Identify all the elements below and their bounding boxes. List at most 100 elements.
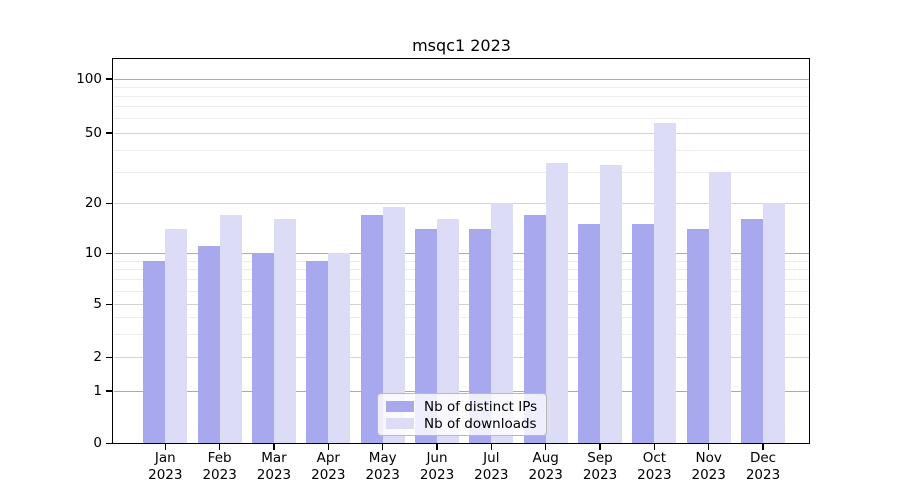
y-tick-mark [106, 132, 112, 134]
x-label-year: 2023 [311, 466, 346, 483]
x-tick-mark [327, 444, 329, 450]
x-label-year: 2023 [419, 466, 455, 483]
x-label-may: May 2023 [348, 450, 418, 483]
gridline-decade [114, 78, 809, 80]
x-label-month: Sep [587, 450, 613, 466]
bar-downloads-jan [165, 229, 188, 444]
y-tick-label: 2 [93, 349, 102, 365]
x-tick-mark [382, 444, 384, 450]
x-label-month: Oct [642, 450, 667, 466]
bar-distinct-ips-nov [686, 229, 709, 444]
y-tick-mark [106, 442, 112, 445]
x-label-oct: Oct 2023 [619, 450, 689, 483]
bar-distinct-ips-dec [741, 219, 764, 444]
x-label-month: Nov [695, 450, 722, 466]
gridline-minor [114, 118, 809, 120]
x-label-year: 2023 [691, 466, 726, 483]
gridline-minor [114, 106, 809, 108]
y-tick-mark [106, 252, 112, 254]
bar-downloads-sep [600, 164, 623, 444]
legend-swatch-downloads [386, 418, 414, 429]
x-tick-mark [653, 444, 655, 450]
gridline-major [114, 202, 809, 204]
legend-row-distinct-ips: Nb of distinct IPs [378, 398, 546, 415]
x-label-month: Mar [261, 450, 287, 466]
x-tick-mark [708, 444, 710, 450]
x-tick-mark [490, 444, 492, 450]
x-label-year: 2023 [202, 466, 237, 483]
x-label-dec: Dec 2023 [728, 450, 798, 483]
gridline-decade [114, 390, 809, 392]
gridline-minor [114, 279, 809, 281]
gridline-minor [114, 171, 809, 173]
y-tick-label: 10 [84, 244, 102, 261]
x-label-month: May [368, 450, 397, 466]
x-label-year: 2023 [148, 466, 183, 483]
x-label-sep: Sep 2023 [565, 450, 635, 483]
x-label-month: Jun [426, 450, 448, 466]
y-tick-mark [106, 390, 112, 392]
x-label-year: 2023 [474, 466, 509, 483]
bar-downloads-aug [545, 162, 568, 444]
x-label-nov: Nov 2023 [674, 450, 744, 483]
bar-distinct-ips-apr [306, 261, 329, 444]
y-tick-mark [106, 356, 112, 359]
legend-label-distinct-ips: Nb of distinct IPs [424, 398, 538, 415]
x-label-year: 2023 [365, 466, 400, 483]
x-tick-mark [762, 444, 764, 450]
legend-swatch-distinct-ips [386, 401, 414, 412]
y-tick-mark [106, 202, 112, 204]
gridline-minor [114, 86, 809, 88]
x-label-year: 2023 [745, 466, 781, 483]
x-label-year: 2023 [256, 466, 292, 483]
x-label-month: Jul [483, 450, 500, 466]
bar-distinct-ips-jul [469, 229, 492, 444]
bar-distinct-ips-jan [143, 261, 166, 444]
bar-downloads-feb [219, 215, 242, 444]
gridline-minor [114, 269, 809, 271]
x-tick-mark [436, 444, 438, 450]
x-label-apr: Apr 2023 [293, 450, 363, 483]
x-label-month: Feb [207, 450, 232, 466]
y-tick-label: 100 [76, 70, 102, 87]
x-label-year: 2023 [582, 466, 618, 483]
bar-downloads-oct [654, 122, 677, 444]
bar-distinct-ips-feb [197, 246, 220, 444]
gridline-major [114, 304, 809, 305]
bar-downloads-apr [328, 253, 351, 444]
bar-distinct-ips-mar [251, 253, 274, 444]
legend: Nb of distinct IPs Nb of downloads [377, 393, 547, 436]
bar-distinct-ips-sep [578, 224, 601, 444]
y-tick-label: 50 [84, 124, 102, 141]
x-tick-mark [273, 444, 275, 450]
x-label-year: 2023 [528, 466, 563, 483]
bar-downloads-may [382, 207, 405, 444]
gridline-major [114, 357, 809, 358]
y-tick-mark [106, 303, 112, 306]
bar-distinct-ips-may [360, 215, 383, 444]
y-tick-label: 5 [93, 296, 102, 312]
gridline-minor [114, 333, 809, 335]
x-label-mar: Mar 2023 [239, 450, 309, 483]
x-label-aug: Aug 2023 [511, 450, 581, 483]
bar-downloads-jul [491, 203, 514, 444]
y-tick-label: 1 [93, 382, 102, 399]
gridline-minor [114, 316, 809, 318]
bar-distinct-ips-jun [415, 229, 437, 444]
x-tick-mark [218, 444, 221, 450]
y-tick-label: 20 [84, 194, 102, 211]
x-label-year: 2023 [637, 466, 672, 483]
x-label-jun: Jun 2023 [402, 450, 472, 483]
y-tick-mark [106, 78, 112, 80]
bar-downloads-jun [437, 219, 459, 444]
legend-label-downloads: Nb of downloads [424, 415, 537, 432]
gridline-minor [114, 95, 809, 97]
gridline-minor [114, 260, 809, 262]
bar-downloads-nov [708, 172, 731, 444]
x-label-feb: Feb 2023 [185, 450, 255, 483]
x-label-jan: Jan 2023 [130, 450, 200, 483]
x-label-month: Apr [316, 450, 340, 466]
x-label-month: Dec [749, 450, 777, 466]
bar-distinct-ips-aug [523, 215, 546, 444]
